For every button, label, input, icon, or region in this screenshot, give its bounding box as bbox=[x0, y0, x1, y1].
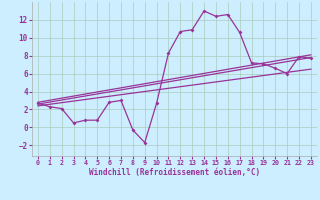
X-axis label: Windchill (Refroidissement éolien,°C): Windchill (Refroidissement éolien,°C) bbox=[89, 168, 260, 177]
